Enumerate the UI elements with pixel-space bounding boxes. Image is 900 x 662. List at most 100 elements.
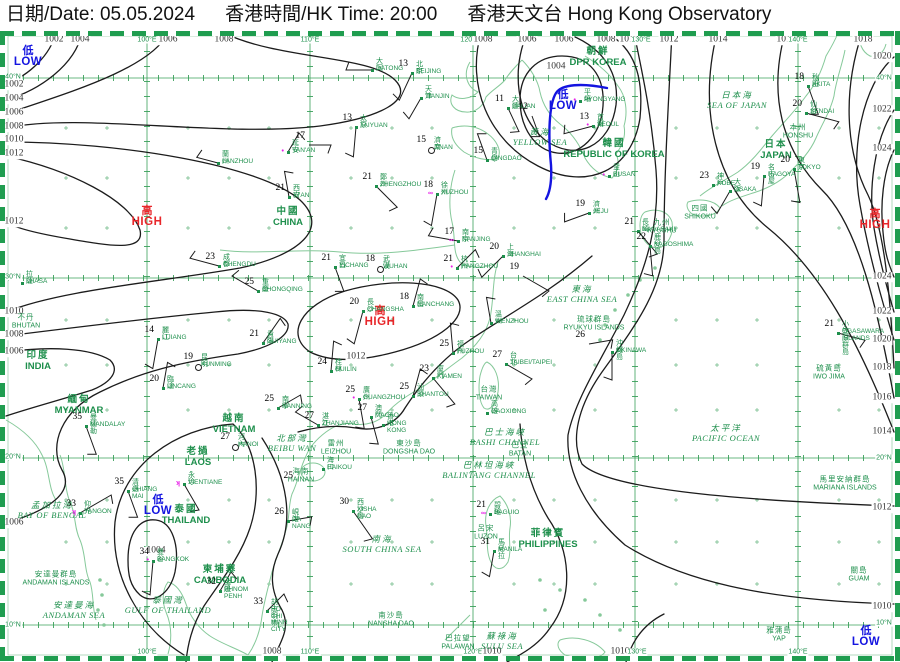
lat-lon-grid [7, 35, 893, 656]
wind-barb [369, 416, 379, 445]
coastline [305, 169, 499, 457]
wind-barb [412, 278, 428, 307]
coastline [721, 49, 846, 207]
small-island [613, 308, 617, 312]
coastline [699, 32, 839, 197]
wind-barb [231, 269, 259, 292]
isobar-line [506, 423, 568, 662]
wind-barb [294, 405, 319, 426]
wind-barb [837, 332, 866, 348]
isobar-line [113, 423, 257, 662]
small-island [100, 593, 104, 597]
wind-barb [345, 126, 357, 158]
isobar-line [5, 32, 57, 85]
map-border-top [0, 31, 900, 36]
wind-barb [392, 72, 413, 102]
wind-barb [564, 212, 590, 223]
wind-barb [287, 132, 306, 153]
isobar-line [848, 32, 895, 369]
wind-barb [505, 363, 533, 386]
wind-barb [346, 310, 364, 345]
coastline [5, 419, 57, 501]
small-island [626, 293, 630, 297]
small-island [598, 613, 602, 617]
isobar-line [297, 282, 461, 361]
small-island [583, 598, 587, 602]
wind-barb [753, 175, 765, 207]
grid-cross-marks [64, 126, 881, 586]
isobar-line [567, 32, 895, 605]
coastline [444, 614, 471, 641]
wind-barb [507, 107, 520, 133]
coastline [485, 495, 511, 569]
isobar-line [5, 348, 115, 417]
isobar-line [5, 32, 402, 130]
isobar-line [871, 109, 895, 313]
date-label: 日期/Date: 05.05.2024 [6, 4, 196, 25]
wind-barb [456, 248, 480, 269]
small-island [102, 623, 106, 627]
map-border-bottom [0, 656, 900, 661]
isobar-line [5, 141, 313, 313]
isobar-line [855, 56, 895, 341]
isobar-line [261, 437, 288, 662]
isobar-line [519, 55, 604, 154]
wind-barb [637, 230, 659, 258]
chart-header: 日期/Date: 05.05.2024 香港時間/HK Time: 20:00 香港… [0, 0, 900, 31]
coastline [219, 244, 456, 254]
isobar-line [708, 32, 895, 433]
wind-barb [412, 368, 428, 397]
observatory-label: 香港天文台 Hong Kong Observatory [467, 4, 772, 25]
small-island [603, 323, 607, 327]
wind-barb [79, 494, 114, 514]
small-island [618, 628, 622, 632]
wind-barb [423, 193, 438, 227]
wind-barb [432, 377, 456, 408]
isobar-line [575, 32, 895, 507]
coastline [451, 125, 500, 161]
coastline [59, 454, 97, 621]
wind-barb [330, 340, 342, 372]
wind-barb [355, 398, 365, 430]
wind-barb [189, 250, 220, 267]
wind-barb [183, 483, 200, 513]
wind-barb [162, 361, 176, 389]
wind-barb [334, 266, 345, 292]
isobar-line [5, 155, 141, 247]
small-island [543, 608, 547, 612]
map-border-right [895, 31, 900, 661]
wind-barb [287, 516, 313, 526]
small-island [96, 608, 100, 612]
wind-barb [141, 560, 154, 596]
trough-lines [544, 83, 609, 201]
isobar-line [297, 255, 593, 433]
wind-barb [485, 296, 496, 324]
wind-barb [588, 339, 614, 349]
wind-barb [603, 352, 613, 381]
wind-barb [85, 425, 97, 455]
map-border-left [0, 31, 5, 661]
wind-barb [352, 510, 374, 542]
wind-barb [477, 255, 504, 279]
coastline [478, 361, 499, 410]
coastline [521, 55, 627, 179]
wind-barb [476, 133, 488, 161]
wind-barb [345, 61, 372, 71]
isobars [5, 32, 895, 662]
small-island [538, 578, 542, 582]
wind-barbs [79, 61, 866, 612]
wind-barb [266, 593, 289, 612]
small-island [653, 266, 657, 270]
wind-barb [144, 338, 159, 370]
isobar-line [5, 32, 83, 101]
coastline [686, 199, 721, 217]
isobar-line [127, 519, 178, 600]
wind-barb [219, 571, 238, 592]
wind-barb [283, 170, 294, 198]
wind-barb [427, 227, 459, 242]
wind-barb [195, 149, 219, 164]
coastline [162, 581, 249, 656]
wind-barb [262, 317, 286, 344]
